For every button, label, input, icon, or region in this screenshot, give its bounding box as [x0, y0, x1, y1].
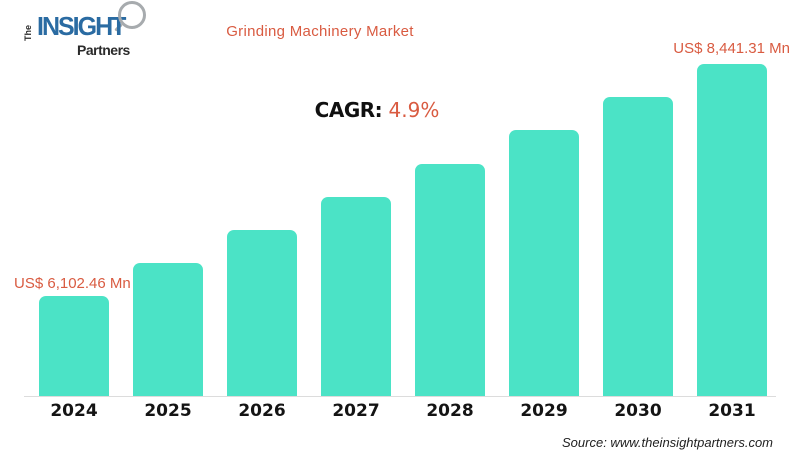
bar-chart-plot-area	[24, 64, 776, 397]
bar-2029	[509, 130, 579, 396]
x-axis-label-2030: 2030	[614, 401, 662, 421]
bar-2026	[227, 230, 297, 396]
first-bar-value-label: US$ 6,102.46 Mn	[14, 275, 131, 292]
bar-2031	[697, 64, 767, 396]
cagr-value: 4.9%	[388, 98, 440, 122]
logo-insight-text: INSIGHT	[37, 12, 126, 42]
x-axis: 2024 2025 2026 2027 2028 2029 2030 2031	[24, 401, 776, 423]
cagr-label: CAGR:	[314, 98, 383, 122]
insight-partners-logo: The INSIGHT Partners	[23, 1, 168, 60]
x-axis-label-2029: 2029	[520, 401, 568, 421]
x-axis-label-2024: 2024	[50, 401, 98, 421]
last-bar-value-label: US$ 8,441.31 Mn	[673, 40, 790, 57]
cagr-annotation: CAGR: 4.9%	[257, 98, 497, 122]
bar-2030	[603, 97, 673, 396]
x-axis-label-2027: 2027	[332, 401, 380, 421]
logo-partners-text: Partners	[77, 42, 130, 58]
bar-2027	[321, 197, 391, 396]
chart-title: Grinding Machinery Market	[226, 23, 414, 40]
x-axis-label-2031: 2031	[708, 401, 756, 421]
x-axis-label-2028: 2028	[426, 401, 474, 421]
bar-2028	[415, 164, 485, 396]
bar-2025	[133, 263, 203, 396]
source-text: Source: www.theinsightpartners.com	[562, 435, 773, 450]
bar-2024	[39, 296, 109, 396]
magnifier-icon	[118, 1, 146, 29]
x-axis-label-2025: 2025	[144, 401, 192, 421]
x-axis-label-2026: 2026	[238, 401, 286, 421]
